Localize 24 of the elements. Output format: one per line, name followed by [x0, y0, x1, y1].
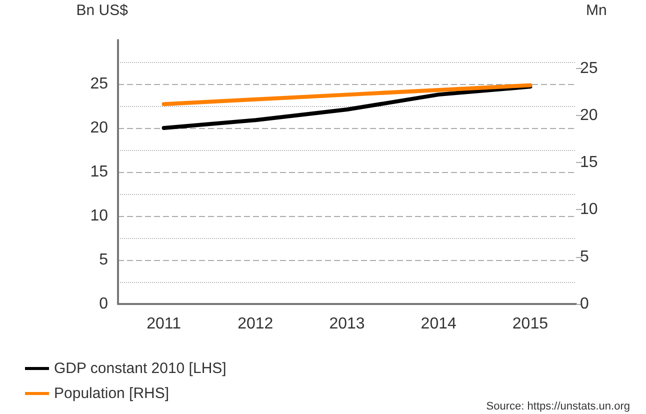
y-tick-label: 5: [99, 252, 108, 268]
x-tick-label: 2014: [420, 316, 456, 332]
y-axis-title: Bn US$: [76, 2, 129, 19]
y-tick-label: 0: [99, 296, 108, 312]
x-tick-label: 2011: [146, 316, 182, 332]
y-tick-label: 25: [90, 76, 108, 92]
y2-tick-label: 15: [580, 154, 598, 172]
y-tick-label: 10: [90, 208, 108, 224]
x-tick-label: 2012: [238, 316, 274, 332]
source-note: Source: https://unstats.un.org: [486, 400, 630, 412]
legend-label: Population [RHS]: [54, 385, 170, 402]
line-series: [162, 84, 532, 130]
x-tick-label: 2015: [512, 316, 548, 332]
y2-tick-label: 10: [580, 201, 598, 218]
y-tick-label: 15: [90, 164, 108, 180]
y-tick-label: 20: [90, 120, 108, 136]
y2-tick-label: 20: [580, 106, 598, 124]
x-tick-label: 2013: [329, 316, 365, 332]
line-series: [162, 83, 532, 106]
y2-tick-label: 0: [580, 296, 589, 312]
y2-tick-label: 25: [580, 60, 598, 77]
y2-tick-label: 5: [580, 248, 589, 266]
legend-label: GDP constant 2010 [LHS]: [54, 360, 226, 377]
y2-axis-title: Mn: [586, 2, 607, 19]
